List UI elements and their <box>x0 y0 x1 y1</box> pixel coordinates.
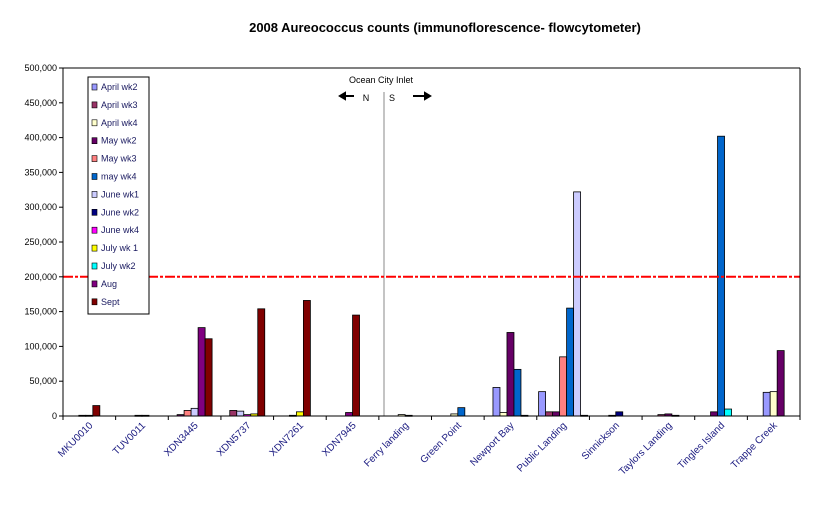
legend-label: April wk3 <box>101 100 138 110</box>
bar-aug <box>345 412 353 417</box>
x-tick-label: Tingles Island <box>676 420 727 471</box>
x-tick-label: Sinnickson <box>580 420 622 462</box>
legend-label: July wk 1 <box>101 243 138 253</box>
legend-swatch <box>91 244 98 252</box>
bar-may-wk3 <box>183 410 192 417</box>
bar-may-wk4 <box>566 307 575 417</box>
chart-title: 2008 Aureococcus counts (immunoflorescen… <box>249 20 641 35</box>
legend-label: May wk3 <box>101 154 137 164</box>
bar-may-wk2 <box>776 350 785 417</box>
bar-april-wk4 <box>499 412 508 417</box>
y-tick-label: 200,000 <box>24 272 57 282</box>
bar-sept <box>257 308 266 417</box>
legend-swatch <box>91 137 98 144</box>
legend-swatch <box>91 226 98 234</box>
bar-april-wk4 <box>769 391 778 417</box>
y-tick-label: 400,000 <box>24 133 57 143</box>
bar-may-wk2 <box>552 411 561 417</box>
bar-sept <box>92 405 101 417</box>
bar-aug <box>197 327 206 417</box>
bar-may-wk3 <box>559 356 568 417</box>
legend-swatch <box>91 262 98 270</box>
bar-sept <box>352 314 360 417</box>
north-label: N <box>363 93 370 103</box>
bar-april-wk3 <box>229 410 238 417</box>
legend-swatch <box>91 280 98 288</box>
x-tick-label: XDN7261 <box>268 420 307 459</box>
y-tick-label: 350,000 <box>24 167 57 177</box>
bar-sept <box>204 338 213 417</box>
x-tick-label: Newport Bay <box>468 420 516 468</box>
y-tick-label: 250,000 <box>24 237 57 247</box>
x-tick-label: Ferry landing <box>362 420 411 469</box>
x-tick-label: Taylors Landing <box>617 420 674 477</box>
y-tick-label: 50,000 <box>29 376 57 386</box>
bar-april-wk3 <box>545 411 554 417</box>
bar-sept <box>302 300 311 417</box>
legend-label: may wk4 <box>101 172 137 182</box>
legend-label: June wk2 <box>101 207 139 217</box>
x-tick-label: XDN5737 <box>215 420 254 459</box>
arrow-left-icon <box>338 91 354 101</box>
x-tick-label: Public Landing <box>515 420 569 474</box>
legend-swatch <box>91 173 98 180</box>
x-tick-label: Trappe Creek <box>729 420 780 471</box>
y-tick-label: 150,000 <box>24 307 57 317</box>
bar-may-wk2 <box>506 332 515 417</box>
x-tick-label: Green Point <box>418 420 464 466</box>
bar-may-wk2 <box>710 411 718 417</box>
bar-april-wk2 <box>538 391 547 417</box>
y-tick-label: 100,000 <box>24 341 57 351</box>
legend-swatch <box>91 83 98 91</box>
bar-april-wk2 <box>492 387 501 417</box>
legend-label: June wk1 <box>101 189 139 199</box>
legend-label: Aug <box>101 279 117 289</box>
y-tick-label: 0 <box>52 411 57 421</box>
bar-july-wk2 <box>724 408 732 417</box>
inlet-label: Ocean City Inlet <box>349 75 414 85</box>
x-tick-label: XDN3445 <box>162 420 201 459</box>
bar-june-wk1 <box>236 410 245 417</box>
legend-swatch <box>91 191 98 198</box>
legend-label: June wk4 <box>101 225 139 235</box>
legend-box <box>87 76 150 315</box>
legend-swatch <box>91 101 98 109</box>
legend: April wk2 April wk3 April wk4 May wk2 May wk… <box>87 76 150 315</box>
legend-label: April wk2 <box>101 82 138 92</box>
arrow-right-icon <box>413 91 432 101</box>
bar-june-wk1 <box>190 407 199 417</box>
x-tick-label: MKU0010 <box>56 420 96 460</box>
legend-swatch <box>91 155 98 162</box>
x-tick-label: XDN7945 <box>320 420 359 459</box>
bar-may-wk4 <box>457 407 466 417</box>
bar-july-wk-1 <box>295 411 304 417</box>
legend-label: April wk4 <box>101 118 138 128</box>
legend-label: July wk2 <box>101 261 136 271</box>
bar-may-wk4 <box>513 368 522 417</box>
y-tick-label: 450,000 <box>24 98 57 108</box>
legend-swatch <box>91 298 98 306</box>
bar-june-wk2 <box>615 411 624 417</box>
y-tick-label: 500,000 <box>24 63 57 73</box>
bar-april-wk2 <box>762 391 771 417</box>
legend-swatch <box>91 209 98 216</box>
south-label: S <box>389 93 395 103</box>
legend-label: Sept <box>101 297 120 307</box>
legend-swatch <box>91 119 98 127</box>
bar-june-wk1 <box>573 191 582 417</box>
legend-label: May wk2 <box>101 136 137 146</box>
x-tick-label: TUV0011 <box>111 420 148 457</box>
y-tick-label: 300,000 <box>24 202 57 212</box>
